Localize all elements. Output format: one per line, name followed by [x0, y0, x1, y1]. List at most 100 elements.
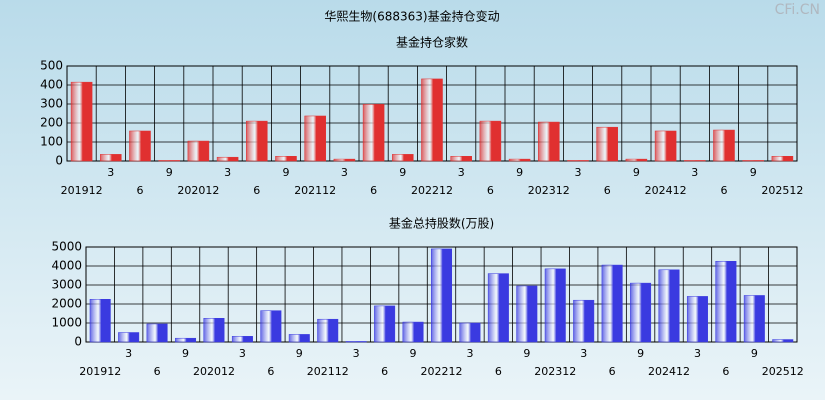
x-tick-label: 9 [637, 347, 644, 360]
x-tick-label: 3 [580, 347, 587, 360]
bar [630, 282, 652, 343]
bar [573, 299, 595, 343]
bar [421, 78, 443, 162]
y-tick-label: 500 [40, 59, 63, 73]
x-tick-label: 3 [466, 347, 473, 360]
x-tick-label: 3 [694, 347, 701, 360]
x-tick-label: 6 [604, 184, 611, 197]
bar [479, 120, 502, 162]
y-tick-label: 5000 [51, 240, 82, 254]
x-tick-label: 9 [516, 166, 523, 179]
bar [684, 160, 706, 162]
bar [362, 104, 385, 162]
bar [715, 261, 737, 343]
bar [431, 248, 452, 343]
x-tick-label: 3 [341, 166, 348, 179]
x-tick-label: 201912 [79, 365, 121, 378]
y-tick-label: 400 [40, 78, 63, 92]
bar [187, 140, 210, 162]
y-tick-label: 300 [40, 97, 63, 111]
x-tick-label: 3 [575, 166, 582, 179]
chart-title: 基金持仓家数 [396, 35, 468, 50]
x-tick-label: 9 [751, 347, 758, 360]
y-tick-label: 4000 [51, 259, 82, 273]
x-tick-label: 3 [125, 347, 132, 360]
bar [654, 130, 677, 162]
bar [459, 322, 481, 343]
bar [146, 323, 168, 343]
x-tick-label: 6 [253, 184, 260, 197]
bar [450, 156, 472, 162]
x-tick-label: 6 [487, 184, 494, 197]
x-tick-label: 9 [633, 166, 640, 179]
bar [596, 126, 618, 162]
bar [118, 332, 140, 343]
bar [742, 160, 764, 162]
x-tick-label: 6 [267, 365, 274, 378]
y-tick-label: 100 [40, 135, 63, 149]
x-tick-label: 202412 [645, 184, 687, 197]
bar [686, 296, 708, 343]
bar [70, 81, 93, 162]
x-tick-label: 202212 [421, 365, 463, 378]
x-tick-label: 9 [410, 347, 417, 360]
y-tick-label: 1000 [51, 316, 82, 330]
x-tick-label: 6 [137, 184, 144, 197]
x-tick-label: 6 [154, 365, 161, 378]
bar [216, 156, 239, 162]
bar [158, 160, 180, 162]
bar [658, 269, 680, 343]
x-tick-label: 3 [107, 166, 114, 179]
bar [288, 334, 310, 343]
page-title: 华熙生物(688363)基金持仓变动 [324, 9, 499, 24]
x-tick-label: 6 [722, 365, 729, 378]
bar [771, 156, 794, 162]
x-tick-label: 202212 [411, 184, 453, 197]
bar [260, 310, 282, 343]
x-tick-label: 6 [721, 184, 728, 197]
x-tick-label: 3 [458, 166, 465, 179]
bar [231, 336, 253, 343]
bar [275, 156, 297, 162]
x-tick-label: 202312 [528, 184, 570, 197]
y-tick-label: 3000 [51, 278, 82, 292]
bar [508, 158, 531, 162]
x-tick-label: 3 [353, 347, 360, 360]
x-tick-label: 202512 [761, 184, 803, 197]
x-tick-label: 9 [523, 347, 530, 360]
x-tick-label: 202512 [762, 365, 804, 378]
x-tick-label: 9 [182, 347, 189, 360]
x-tick-label: 9 [296, 347, 303, 360]
x-tick-label: 3 [239, 347, 246, 360]
y-tick-label: 200 [40, 116, 63, 130]
bar [203, 318, 225, 343]
x-tick-label: 9 [750, 166, 757, 179]
x-tick-label: 6 [381, 365, 388, 378]
x-tick-label: 9 [399, 166, 406, 179]
x-tick-label: 202112 [307, 365, 349, 378]
bar [487, 273, 509, 343]
bar [743, 295, 765, 343]
bar [100, 154, 122, 162]
chart-title: 基金总持股数(万股) [389, 216, 494, 231]
bar [129, 130, 151, 162]
x-tick-label: 3 [691, 166, 698, 179]
bar [374, 305, 396, 343]
y-tick-label: 0 [74, 335, 82, 349]
x-tick-label: 6 [370, 184, 377, 197]
x-tick-label: 3 [224, 166, 231, 179]
bar [345, 341, 367, 343]
x-tick-label: 202312 [534, 365, 576, 378]
y-tick-label: 2000 [51, 297, 82, 311]
x-tick-label: 202412 [648, 365, 690, 378]
x-tick-label: 202112 [294, 184, 336, 197]
x-tick-label: 9 [283, 166, 290, 179]
y-tick-label: 0 [55, 154, 63, 168]
x-tick-label: 202012 [193, 365, 235, 378]
bar [625, 158, 648, 162]
bar [713, 129, 735, 162]
bar [333, 158, 356, 162]
bar [392, 154, 414, 162]
